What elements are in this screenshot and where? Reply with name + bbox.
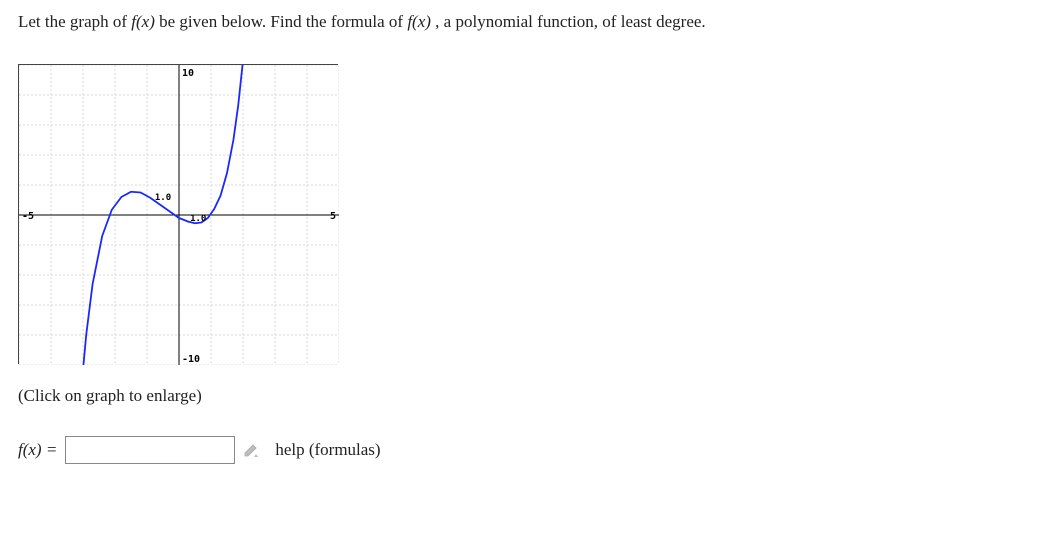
- svg-text:-5: -5: [22, 211, 34, 222]
- graph-caption: (Click on graph to enlarge): [18, 386, 1019, 406]
- answer-row: f(x) = help (formulas): [18, 436, 1019, 464]
- chart-svg: -5 5 10 -10 1.0 1.0: [19, 65, 339, 365]
- prompt-text: be given below. Find the formula of: [159, 12, 407, 31]
- fx-symbol: f(x): [407, 12, 431, 31]
- help-link[interactable]: help (formulas): [275, 440, 380, 460]
- svg-text:1.0: 1.0: [190, 214, 206, 224]
- svg-text:1.0: 1.0: [155, 193, 171, 203]
- svg-text:-10: -10: [182, 354, 200, 365]
- prompt-text: Let the graph of: [18, 12, 131, 31]
- fx-symbol: f(x): [131, 12, 155, 31]
- answer-input[interactable]: [65, 436, 235, 464]
- function-graph[interactable]: -5 5 10 -10 1.0 1.0: [18, 64, 338, 364]
- answer-label: f(x) =: [18, 440, 57, 460]
- svg-text:5: 5: [330, 211, 336, 222]
- problem-prompt: Let the graph of f(x) be given below. Fi…: [18, 10, 1019, 34]
- pencil-icon[interactable]: [243, 442, 259, 458]
- svg-text:10: 10: [182, 68, 194, 79]
- prompt-text: , a polynomial function, of least degree…: [435, 12, 706, 31]
